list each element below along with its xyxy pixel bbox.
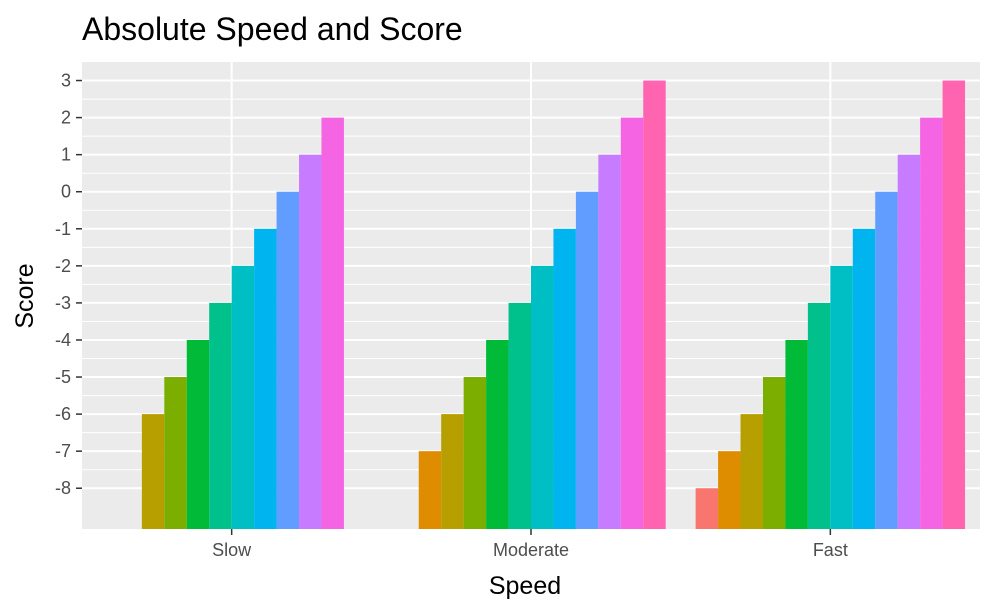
x-axis: Slow Moderate Fast — [212, 529, 848, 560]
y-tick-label: -6 — [55, 404, 71, 424]
bar-moderate-6 — [531, 265, 554, 529]
bar-fast-11 — [942, 80, 966, 530]
y-tick-label: -4 — [55, 330, 71, 350]
bar-fast-1 — [718, 451, 741, 529]
bar-fast-9 — [897, 154, 921, 529]
bar-moderate-2 — [441, 414, 464, 529]
y-tick-label: -2 — [55, 256, 71, 276]
bar-moderate-3 — [463, 377, 487, 529]
bar-fast-3 — [762, 377, 786, 529]
y-tick-label: 1 — [61, 145, 71, 165]
y-tick-label: -3 — [55, 293, 71, 313]
bar-slow-5 — [209, 302, 232, 529]
bar-moderate-1 — [418, 451, 442, 529]
bar-fast-10 — [920, 117, 943, 529]
bar-fast-2 — [740, 414, 763, 529]
bar-fast-0 — [695, 488, 719, 529]
bar-slow-6 — [231, 265, 255, 529]
chart-title: Absolute Speed and Score — [82, 11, 463, 47]
bar-slow-9 — [299, 154, 322, 529]
y-axis-title: Score — [11, 263, 39, 328]
bar-fast-8 — [875, 191, 898, 529]
bar-fast-6 — [830, 265, 853, 529]
bar-fast-5 — [807, 302, 831, 529]
bar-moderate-10 — [620, 117, 644, 529]
y-tick-label: -1 — [55, 219, 71, 239]
y-tick-label: 2 — [61, 108, 71, 128]
x-axis-title: Speed — [489, 572, 561, 600]
y-tick-label: -7 — [55, 441, 71, 461]
x-tick-label: Slow — [212, 540, 252, 560]
y-tick-label: -5 — [55, 367, 71, 387]
bar-moderate-5 — [508, 302, 531, 529]
bar-moderate-11 — [643, 80, 666, 530]
x-tick-label: Fast — [813, 540, 848, 560]
bars — [141, 80, 966, 530]
bar-fast-4 — [785, 339, 808, 529]
bar-moderate-7 — [553, 228, 576, 530]
bar-slow-8 — [276, 191, 300, 529]
y-tick-label: -8 — [55, 478, 71, 498]
bar-slow-4 — [186, 339, 210, 529]
y-tick-label: 0 — [61, 182, 71, 202]
bar-moderate-8 — [575, 191, 599, 529]
y-tick-label: 3 — [61, 71, 71, 91]
bar-moderate-9 — [598, 154, 621, 529]
bar-slow-3 — [164, 377, 187, 529]
bar-slow-10 — [321, 117, 344, 529]
bar-slow-7 — [254, 228, 277, 530]
bar-moderate-4 — [486, 339, 509, 529]
x-tick-label: Moderate — [493, 540, 569, 560]
y-axis: 3 2 1 0 -1 -2 -3 -4 -5 -6 -7 -8 — [55, 71, 82, 498]
bar-fast-7 — [852, 228, 876, 530]
bar-slow-2 — [141, 414, 165, 529]
